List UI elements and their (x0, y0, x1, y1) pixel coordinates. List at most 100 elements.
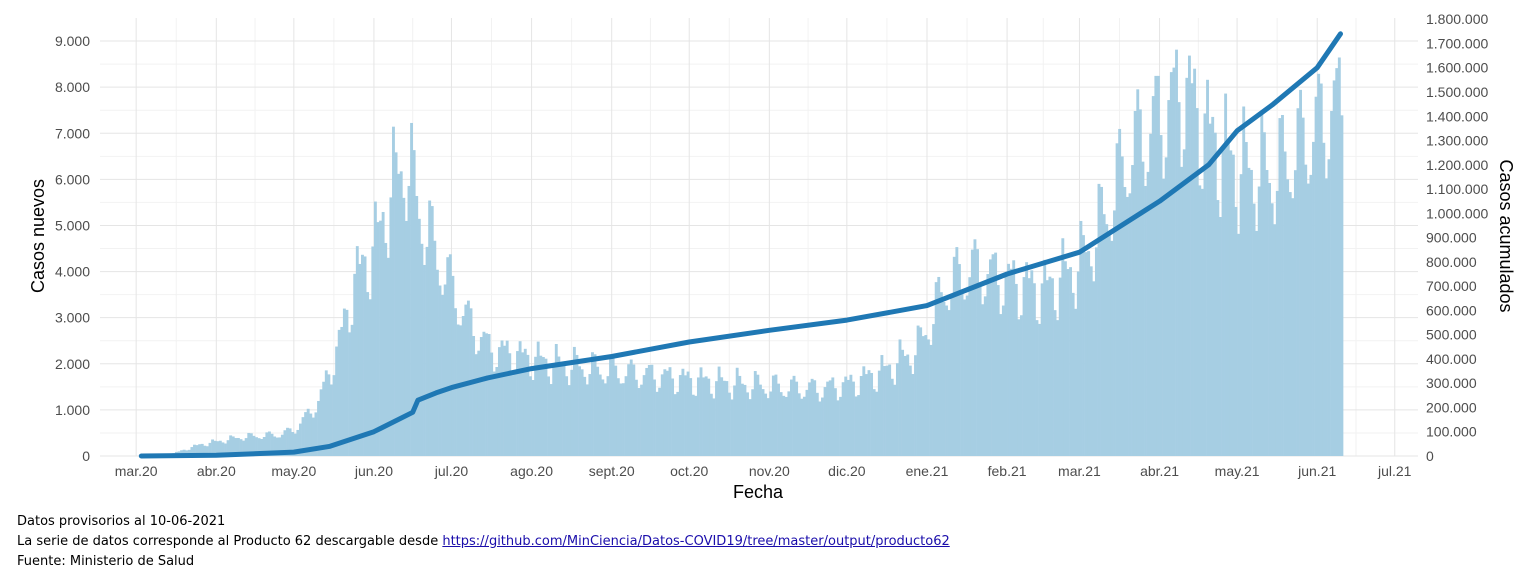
bar-daily-cases (404, 220, 408, 456)
bar-daily-cases (1020, 315, 1023, 456)
bar-daily-cases (632, 364, 636, 456)
bar-daily-cases (1255, 230, 1259, 456)
bar-daily-cases (1136, 89, 1140, 456)
bar-daily-cases (924, 335, 928, 456)
bar-daily-cases (673, 394, 677, 456)
bar-daily-cases (932, 324, 936, 456)
bar-daily-cases (1190, 83, 1194, 456)
footer-source-note: La serie de datos corresponde al Product… (17, 532, 950, 552)
bar-daily-cases (694, 395, 698, 456)
bar-daily-cases (565, 376, 569, 456)
bar-daily-cases (779, 392, 783, 456)
bar-daily-cases (1071, 292, 1075, 456)
footer-provisional-note: Datos provisorios al 10-06-2021 (17, 514, 226, 529)
bar-daily-cases (588, 374, 592, 456)
bar-daily-cases (474, 354, 478, 456)
y-right-tick-label: 400.000 (1426, 351, 1477, 367)
dataset-link[interactable]: https://github.com/MinCiencia/Datos-COVI… (442, 534, 950, 549)
bar-daily-cases (859, 376, 863, 456)
bar-daily-cases (821, 397, 824, 456)
y-axis-left-ticks: 0 1.000 2.000 3.000 4.000 5.000 6.000 7.000 8.00… (55, 33, 90, 464)
bar-daily-cases (560, 363, 563, 456)
bar-daily-cases (381, 211, 385, 456)
bar-daily-cases (578, 366, 581, 456)
bar-daily-cases (459, 325, 463, 456)
bar-daily-cases (265, 432, 269, 456)
bar-daily-cases (562, 363, 566, 456)
bar-daily-cases (660, 374, 664, 456)
bar-daily-cases (976, 249, 979, 456)
bar-daily-cases (1146, 171, 1150, 457)
bar-daily-cases (665, 370, 669, 456)
y-right-tick-label: 1.500.000 (1426, 84, 1488, 100)
bar-daily-cases (1182, 149, 1186, 457)
y-right-tick-label: 1.000.000 (1426, 205, 1488, 221)
x-tick-label: jul.20 (434, 463, 469, 479)
line-cumulative-cases (138, 31, 1343, 459)
bar-daily-cases (792, 375, 796, 456)
bar-daily-cases (252, 435, 256, 456)
bar-daily-cases (1007, 263, 1010, 456)
bar-daily-cases (890, 378, 894, 456)
bar-daily-cases (1221, 145, 1225, 456)
bar-daily-cases (603, 383, 607, 456)
bar-daily-cases (373, 201, 377, 456)
bar-daily-cases (345, 309, 349, 456)
y-right-tick-label: 200.000 (1426, 399, 1477, 415)
bar-daily-cases (815, 392, 819, 456)
bar-daily-cases (335, 346, 339, 456)
bar-daily-cases (1043, 259, 1047, 456)
bar-daily-cases (384, 242, 388, 456)
bar-daily-cases (371, 246, 375, 456)
x-tick-label: nov.20 (749, 463, 790, 479)
bar-daily-cases (663, 369, 667, 456)
bar-daily-cases (740, 383, 744, 456)
bar-daily-cases (867, 370, 871, 456)
bar-daily-cases (601, 379, 605, 456)
bar-daily-cases (1087, 251, 1091, 456)
bar-daily-cases (738, 375, 742, 456)
bar-daily-cases (211, 439, 215, 456)
bar-daily-cases (1286, 179, 1290, 457)
bar-daily-cases (1242, 106, 1246, 456)
y-left-tick-label: 9.000 (55, 33, 90, 49)
bar-daily-cases (761, 389, 765, 456)
bar-daily-cases (198, 444, 202, 456)
bar-daily-cases (1100, 186, 1104, 456)
bar-daily-cases (903, 355, 907, 456)
bar-daily-cases (1141, 161, 1145, 456)
x-tick-label: mar.21 (1058, 463, 1101, 479)
bar-daily-cases (443, 284, 447, 456)
bar-daily-cases (280, 434, 284, 456)
bar-daily-cases (1169, 72, 1173, 457)
bar-daily-cases (482, 331, 486, 456)
bar-daily-cases (1265, 170, 1269, 456)
bar-daily-cases (707, 378, 711, 456)
bar-daily-cases (722, 380, 726, 456)
bar-daily-cases (1177, 102, 1181, 456)
bar-daily-cases (1066, 269, 1070, 456)
bar-daily-cases (193, 444, 196, 456)
bar-daily-cases (709, 393, 713, 456)
bar-daily-cases (1226, 139, 1230, 457)
bar-daily-cases (978, 284, 982, 456)
bar-daily-cases (262, 437, 266, 456)
bar-daily-cases (1224, 93, 1228, 456)
bar-daily-cases (624, 376, 628, 456)
bar-daily-cases (921, 336, 925, 456)
bar-daily-cases (547, 376, 550, 456)
bar-daily-cases (528, 376, 532, 456)
bar-daily-cases (1203, 113, 1207, 456)
x-axis-title: Fecha (733, 482, 784, 502)
bar-daily-cases (1219, 217, 1222, 456)
bar-daily-cases (1038, 323, 1041, 456)
bar-daily-cases (702, 377, 706, 456)
y-right-tick-label: 300.000 (1426, 375, 1477, 391)
bar-daily-cases (451, 275, 455, 456)
bar-daily-cases (358, 263, 362, 456)
bar-daily-cases (536, 341, 540, 456)
bar-daily-cases (810, 378, 814, 456)
bar-daily-cases (1102, 214, 1106, 456)
bar-daily-cases (598, 374, 602, 456)
bar-daily-cases (1164, 157, 1168, 456)
